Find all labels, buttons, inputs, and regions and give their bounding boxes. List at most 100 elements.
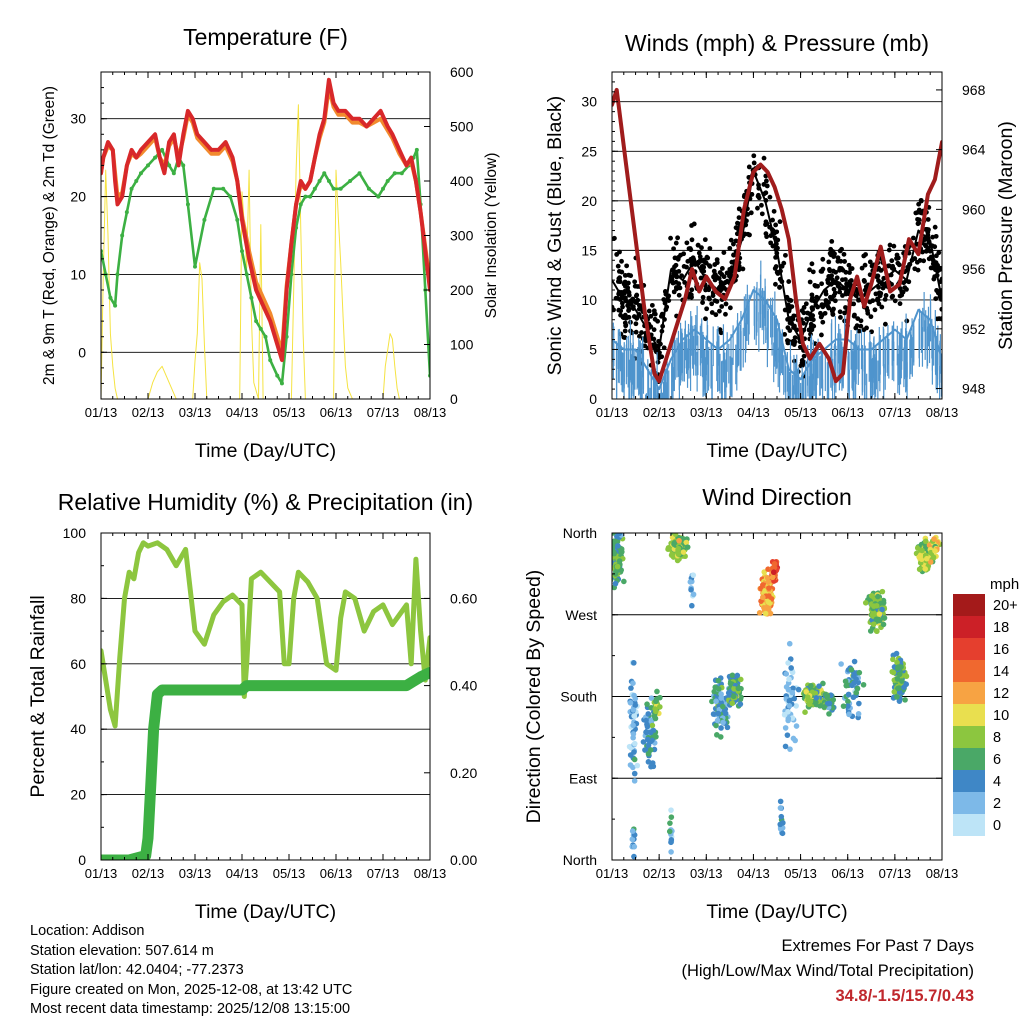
- dewpoint-point: [284, 334, 289, 339]
- gust-point: [698, 257, 703, 262]
- gust-point: [704, 306, 710, 312]
- direction-point: [720, 719, 726, 726]
- x-tick-label: 03/13: [179, 866, 212, 881]
- legend-swatch: [953, 594, 985, 616]
- direction-point: [730, 693, 737, 700]
- dewpoint-point: [193, 264, 197, 269]
- direction-point: [890, 669, 897, 676]
- gust-point: [749, 191, 755, 197]
- y-tick-label: North: [563, 525, 597, 541]
- gust-point: [631, 314, 637, 319]
- legend-swatch: [953, 682, 985, 704]
- gust-point: [646, 308, 652, 314]
- gust-point: [764, 234, 770, 240]
- gust-point: [756, 195, 762, 201]
- gust-point: [809, 305, 815, 311]
- x-axis-label: Time (Day/UTC): [706, 440, 847, 462]
- dewpoint-point: [279, 381, 284, 386]
- dewpoint-point: [366, 186, 371, 191]
- gust-point: [810, 313, 816, 318]
- gust-point: [878, 267, 884, 273]
- gust-point: [916, 207, 922, 213]
- direction-point: [756, 610, 763, 616]
- extremes-values: 34.8/-1.5/15.7/0.43: [835, 987, 974, 1005]
- gust-point: [658, 313, 664, 319]
- direction-point: [785, 660, 791, 666]
- gust-point: [792, 335, 798, 340]
- gust-point: [887, 242, 893, 248]
- dewpoint-point: [221, 186, 226, 191]
- gust-point: [932, 244, 938, 250]
- x-tick-label: 04/13: [737, 405, 770, 420]
- gust-point: [832, 298, 838, 304]
- direction-point: [632, 702, 639, 708]
- gust-point: [673, 262, 679, 268]
- direction-point: [783, 671, 790, 677]
- gust-point: [799, 358, 805, 363]
- gust-point: [843, 305, 848, 310]
- y2-tick-label: 952: [962, 321, 986, 337]
- direction-point: [919, 547, 925, 554]
- gust-point: [636, 312, 642, 317]
- gust-point: [700, 263, 706, 269]
- y-tick-label: North: [563, 852, 597, 868]
- direction-point: [719, 703, 726, 710]
- dewpoint-point: [185, 202, 190, 207]
- station-info: Location: Addison Station elevation: 507…: [30, 922, 352, 1020]
- gust-point: [907, 261, 913, 267]
- direction-point: [845, 691, 852, 698]
- x-tick-label: 02/13: [643, 405, 676, 420]
- x-tick-label: 03/13: [179, 405, 212, 420]
- gust-point: [746, 164, 752, 170]
- x-tick-label: 02/13: [132, 866, 165, 881]
- direction-point: [612, 533, 616, 536]
- direction-point: [613, 568, 619, 575]
- station-location: Location: Addison: [30, 923, 145, 939]
- dewpoint-point: [153, 155, 158, 160]
- direction-point: [785, 717, 791, 724]
- direction-point: [634, 762, 641, 769]
- legend-label: 8: [993, 730, 1001, 746]
- gust-point: [756, 182, 761, 188]
- direction-point: [680, 549, 687, 555]
- gust-point: [859, 265, 865, 271]
- direction-point: [668, 814, 675, 820]
- gust-point: [633, 293, 639, 299]
- gust-point: [717, 308, 722, 314]
- gust-point: [851, 301, 857, 307]
- gust-point: [921, 258, 927, 264]
- humidity-chart: Relative Humidity (%) & Precipitation (i…: [27, 489, 477, 923]
- gust-point: [731, 252, 736, 258]
- y-tick-label: 20: [70, 787, 86, 803]
- gust-point: [818, 268, 824, 274]
- gust-point: [703, 316, 708, 322]
- gust-point: [662, 317, 667, 322]
- gust-point: [763, 190, 769, 196]
- gust-point: [876, 284, 881, 290]
- gust-point: [630, 296, 636, 302]
- gust-point: [853, 325, 859, 331]
- gust-point: [791, 313, 797, 319]
- gust-point: [786, 306, 792, 312]
- gust-point: [723, 311, 728, 317]
- gust-point: [925, 217, 931, 222]
- station-elevation: Station elevation: 507.614 m: [30, 942, 214, 959]
- direction-point: [879, 606, 885, 613]
- gust-point: [935, 262, 941, 268]
- direction-point: [621, 578, 627, 585]
- direction-point: [653, 708, 659, 715]
- direction-point: [648, 729, 654, 736]
- direction-point: [715, 677, 722, 684]
- dewpoint-point: [113, 303, 118, 308]
- direction-point: [688, 586, 694, 593]
- direction-point: [875, 593, 881, 600]
- gust-point: [786, 279, 792, 284]
- y-tick-label: 15: [581, 242, 597, 258]
- gust-point: [727, 305, 733, 311]
- gust-point: [727, 245, 733, 251]
- direction-point: [821, 704, 827, 710]
- gust-point: [755, 205, 760, 211]
- direction-point: [737, 701, 744, 707]
- gust-point: [855, 316, 861, 321]
